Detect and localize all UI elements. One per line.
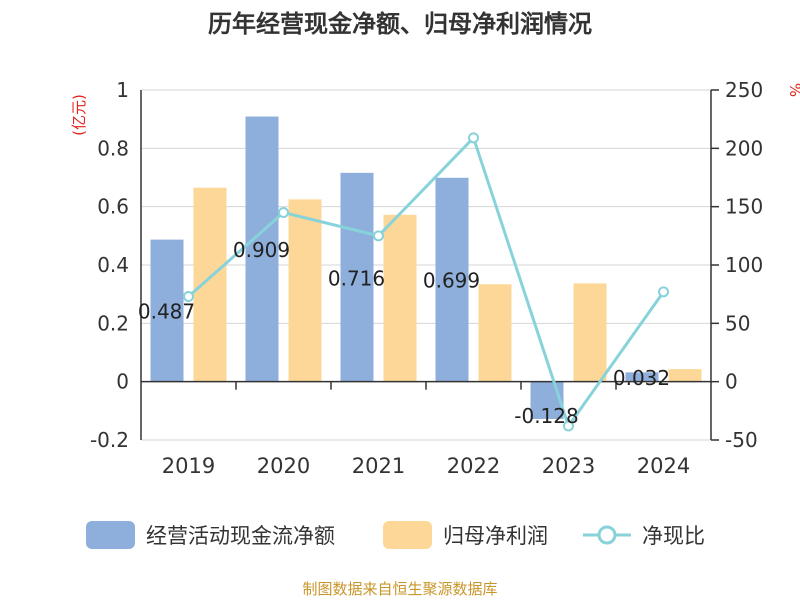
ratio-line-path bbox=[187, 135, 665, 430]
source-note: 制图数据来自恒生聚源数据库 bbox=[302, 580, 497, 598]
left-tick-label: 0.6 bbox=[97, 195, 129, 219]
right-axis-ticks: -50 0 50 100 150 200 250 bbox=[711, 78, 763, 452]
legend-swatch-operating-cashflow bbox=[86, 521, 135, 549]
bar-value-label: 0.487 bbox=[138, 300, 195, 324]
bar-operating-cashflow bbox=[530, 381, 564, 419]
legend-item-net-profit[interactable]: 归母净利润 bbox=[383, 521, 548, 549]
bar-operating-cashflow bbox=[340, 172, 374, 382]
right-axis-unit: % bbox=[786, 83, 800, 97]
x-tick-label: 2022 bbox=[447, 454, 500, 478]
bar-value-label: 0.699 bbox=[423, 269, 480, 293]
left-axis-ticks: -0.2 0 0.2 0.4 0.6 0.8 1 bbox=[90, 78, 129, 452]
legend-label-cash-ratio: 净现比 bbox=[642, 524, 705, 548]
ratio-point bbox=[468, 132, 479, 144]
ratio-point bbox=[563, 420, 574, 432]
bar-net-profit bbox=[288, 199, 322, 382]
right-tick-label: 200 bbox=[725, 136, 763, 160]
legend-label-operating-cashflow: 经营活动现金流净额 bbox=[146, 524, 335, 548]
ratio-point bbox=[183, 291, 194, 302]
x-tick-label: 2023 bbox=[542, 454, 595, 478]
right-tick-label: 0 bbox=[725, 370, 738, 394]
right-tick-label: 150 bbox=[725, 195, 763, 219]
bar-operating-cashflow bbox=[625, 372, 659, 382]
bar-net-profit bbox=[573, 283, 607, 382]
left-tick-label: 0 bbox=[116, 370, 129, 394]
legend-label-net-profit: 归母净利润 bbox=[443, 524, 548, 548]
x-tick-label: 2020 bbox=[257, 454, 310, 478]
chart-title: 历年经营现金净额、归母净利润情况 bbox=[208, 10, 592, 38]
x-tick-label: 2021 bbox=[352, 454, 405, 478]
left-tick-label: 1 bbox=[116, 78, 129, 102]
bar-value-label: 0.032 bbox=[613, 366, 670, 390]
right-tick-label: 250 bbox=[725, 78, 763, 102]
bar-operating-cashflow bbox=[435, 177, 469, 382]
legend: 经营活动现金流净额 归母净利润 净现比 bbox=[86, 521, 705, 549]
bar-net-profit bbox=[478, 284, 512, 382]
ratio-point bbox=[658, 286, 669, 298]
ratio-point bbox=[373, 230, 384, 242]
bars bbox=[150, 116, 702, 419]
left-tick-label: 0.8 bbox=[97, 136, 129, 160]
bar-value-label: 0.909 bbox=[233, 238, 290, 262]
legend-marker-cash-ratio bbox=[597, 525, 617, 545]
bar-operating-cashflow bbox=[150, 239, 184, 382]
bar-net-profit bbox=[668, 369, 702, 382]
x-tick-label: 2024 bbox=[637, 454, 690, 478]
axes bbox=[140, 90, 712, 440]
right-tick-label: 50 bbox=[725, 311, 750, 335]
legend-item-cash-ratio[interactable]: 净现比 bbox=[583, 524, 705, 548]
ratio-point bbox=[278, 207, 289, 218]
legend-swatch-net-profit bbox=[383, 521, 432, 549]
left-axis-unit: (亿元) bbox=[70, 94, 88, 136]
right-tick-label: -50 bbox=[725, 428, 758, 452]
bar-value-label: 0.716 bbox=[328, 266, 385, 290]
ratio-line bbox=[183, 132, 669, 432]
bar-operating-cashflow bbox=[245, 116, 279, 382]
legend-item-operating-cashflow[interactable]: 经营活动现金流净额 bbox=[86, 521, 335, 549]
left-tick-label: 0.2 bbox=[97, 311, 129, 335]
left-tick-label: 0.4 bbox=[97, 253, 129, 277]
right-tick-label: 100 bbox=[725, 253, 763, 277]
x-axis-labels: 2019 2020 2021 2022 2023 2024 bbox=[162, 454, 690, 478]
bar-net-profit bbox=[383, 214, 417, 382]
bar-data-labels: 0.487 0.909 0.716 0.699 -0.128 0.032 bbox=[138, 238, 670, 428]
left-tick-label: -0.2 bbox=[90, 428, 129, 452]
x-tick-label: 2019 bbox=[162, 454, 215, 478]
bar-net-profit bbox=[193, 187, 227, 382]
bar-value-label: -0.128 bbox=[514, 404, 578, 428]
